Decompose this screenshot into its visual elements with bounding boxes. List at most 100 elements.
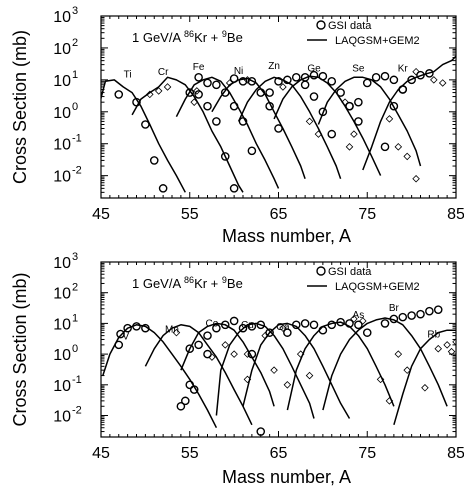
element-label-zn: Zn bbox=[268, 61, 280, 72]
gsi-point-cr bbox=[203, 101, 212, 111]
gsi-diamond-ge bbox=[341, 98, 349, 106]
gsi-point-se bbox=[380, 71, 390, 81]
gsi-point-ni bbox=[229, 74, 239, 83]
element-label-kr: Kr bbox=[398, 64, 409, 75]
gsi-diamond-zn bbox=[279, 83, 287, 91]
element-label-mn: Mn bbox=[165, 325, 179, 336]
plot-data bbox=[101, 55, 456, 193]
gsi-diamond-co bbox=[230, 350, 238, 358]
element-label-rb: Rb bbox=[427, 329, 440, 340]
gsi-point-mn bbox=[203, 349, 212, 359]
gsi-point-ga bbox=[291, 320, 301, 330]
gsi-point-se bbox=[371, 73, 381, 82]
y-tick-label-exponent: 3 bbox=[72, 251, 78, 263]
gsi-diamond-se bbox=[385, 115, 394, 123]
model-curve-se bbox=[317, 76, 422, 167]
gsi-point-zn bbox=[318, 107, 328, 117]
gsi-diamond-as bbox=[376, 375, 385, 384]
gsi-point-co bbox=[220, 320, 230, 330]
gsi-diamond-as bbox=[385, 397, 394, 405]
y-tick-label-exponent: 3 bbox=[72, 5, 78, 17]
element-label-co: Co bbox=[206, 318, 219, 329]
gsi-point-as bbox=[362, 328, 372, 337]
y-tick-label: 10 bbox=[53, 169, 71, 186]
legend-label-model: LAQGSM+GEM2 bbox=[335, 35, 420, 47]
model-curve-co bbox=[180, 322, 275, 407]
gsi-point-kr bbox=[425, 69, 434, 78]
gsi-diamond-cu bbox=[283, 381, 292, 389]
gsi-point-co bbox=[247, 349, 257, 359]
y-tick-label: 10 bbox=[53, 9, 71, 26]
gsi-diamond-ge bbox=[345, 143, 354, 151]
gsi-point-br bbox=[416, 309, 425, 319]
gsi-diamond-br bbox=[394, 350, 403, 358]
x-tick-label: 55 bbox=[181, 206, 199, 223]
model-curve-br bbox=[322, 317, 448, 411]
y-tick-label: 10 bbox=[53, 41, 71, 58]
gsi-diamond-kr bbox=[412, 67, 420, 76]
x-tick-label: 85 bbox=[447, 206, 464, 223]
gsi-point-ni bbox=[238, 77, 248, 86]
x-tick-label: 65 bbox=[270, 445, 288, 462]
x-tick-label: 75 bbox=[358, 206, 376, 223]
gsi-point-br bbox=[425, 306, 434, 316]
x-tick-label: 65 bbox=[270, 206, 288, 223]
gsi-point-ni bbox=[247, 77, 257, 86]
gsi-point-cr bbox=[220, 152, 230, 161]
gsi-diamond-cr bbox=[154, 87, 163, 95]
gsi-point-br bbox=[407, 311, 416, 320]
gsi-point-co bbox=[203, 331, 212, 340]
model-curve-ni bbox=[211, 77, 306, 179]
gsi-diamond-co bbox=[221, 341, 230, 349]
gsi-point-co bbox=[229, 316, 239, 326]
gsi-point-cu bbox=[256, 320, 266, 330]
gsi-diamond-ga bbox=[279, 324, 287, 332]
gsi-point-zn bbox=[265, 88, 274, 97]
gsi-point-cr bbox=[212, 117, 221, 126]
model-curve-rb bbox=[393, 329, 456, 426]
gsi-point-ni bbox=[274, 124, 283, 133]
gsi-point-kr bbox=[416, 70, 425, 80]
gsi-point-fe bbox=[229, 101, 239, 111]
element-label-cr: Cr bbox=[158, 67, 169, 78]
gsi-diamond-rb bbox=[447, 347, 456, 356]
element-label-ni: Ni bbox=[234, 66, 243, 77]
panel-title-part: 1 GeV/A bbox=[132, 30, 184, 45]
y-tick-label: 10 bbox=[53, 286, 71, 303]
gsi-point-ge bbox=[354, 117, 363, 126]
panel-title-sup: 9 bbox=[222, 29, 227, 39]
gsi-diamond-fe bbox=[190, 98, 198, 106]
gsi-point-ga bbox=[318, 325, 328, 335]
gsi-point-ge bbox=[300, 73, 310, 82]
gsi-point-ga bbox=[300, 319, 310, 328]
gsi-point-mn bbox=[176, 401, 186, 411]
panel-title: 1 GeV/A 86Kr + 9Be bbox=[132, 275, 243, 291]
gsi-point-ti bbox=[141, 120, 150, 129]
gsi-point-v bbox=[123, 323, 132, 333]
plot-data bbox=[102, 305, 456, 436]
gsi-point-mn bbox=[185, 380, 195, 390]
element-label-br: Br bbox=[389, 303, 400, 314]
y-tick-label: 10 bbox=[53, 105, 71, 122]
gsi-point-zn bbox=[283, 75, 292, 85]
panel-title: 1 GeV/A 86Kr + 9Be bbox=[132, 29, 243, 45]
gsi-point-kr bbox=[380, 142, 390, 152]
gsi-point-kr bbox=[389, 101, 399, 111]
gsi-point-cu bbox=[256, 427, 266, 436]
gsi-point-ge bbox=[318, 71, 328, 81]
gsi-point-cu bbox=[265, 328, 274, 337]
element-label-se: Se bbox=[352, 64, 365, 75]
y-tick-label-exponent: -1 bbox=[72, 374, 82, 386]
y-tick-label-exponent: -1 bbox=[72, 133, 82, 145]
model-curve-ti bbox=[101, 79, 186, 193]
y-tick-label-exponent: -2 bbox=[72, 165, 82, 177]
gsi-point-mn bbox=[181, 396, 190, 406]
gsi-diamond-mn bbox=[172, 328, 181, 337]
x-axis-title: Mass number, A bbox=[222, 467, 351, 487]
y-tick-label-exponent: 1 bbox=[72, 69, 78, 81]
gsi-diamond-kr bbox=[430, 76, 438, 84]
legend-marker-gsi bbox=[316, 266, 326, 276]
gsi-point-ti bbox=[158, 184, 168, 193]
